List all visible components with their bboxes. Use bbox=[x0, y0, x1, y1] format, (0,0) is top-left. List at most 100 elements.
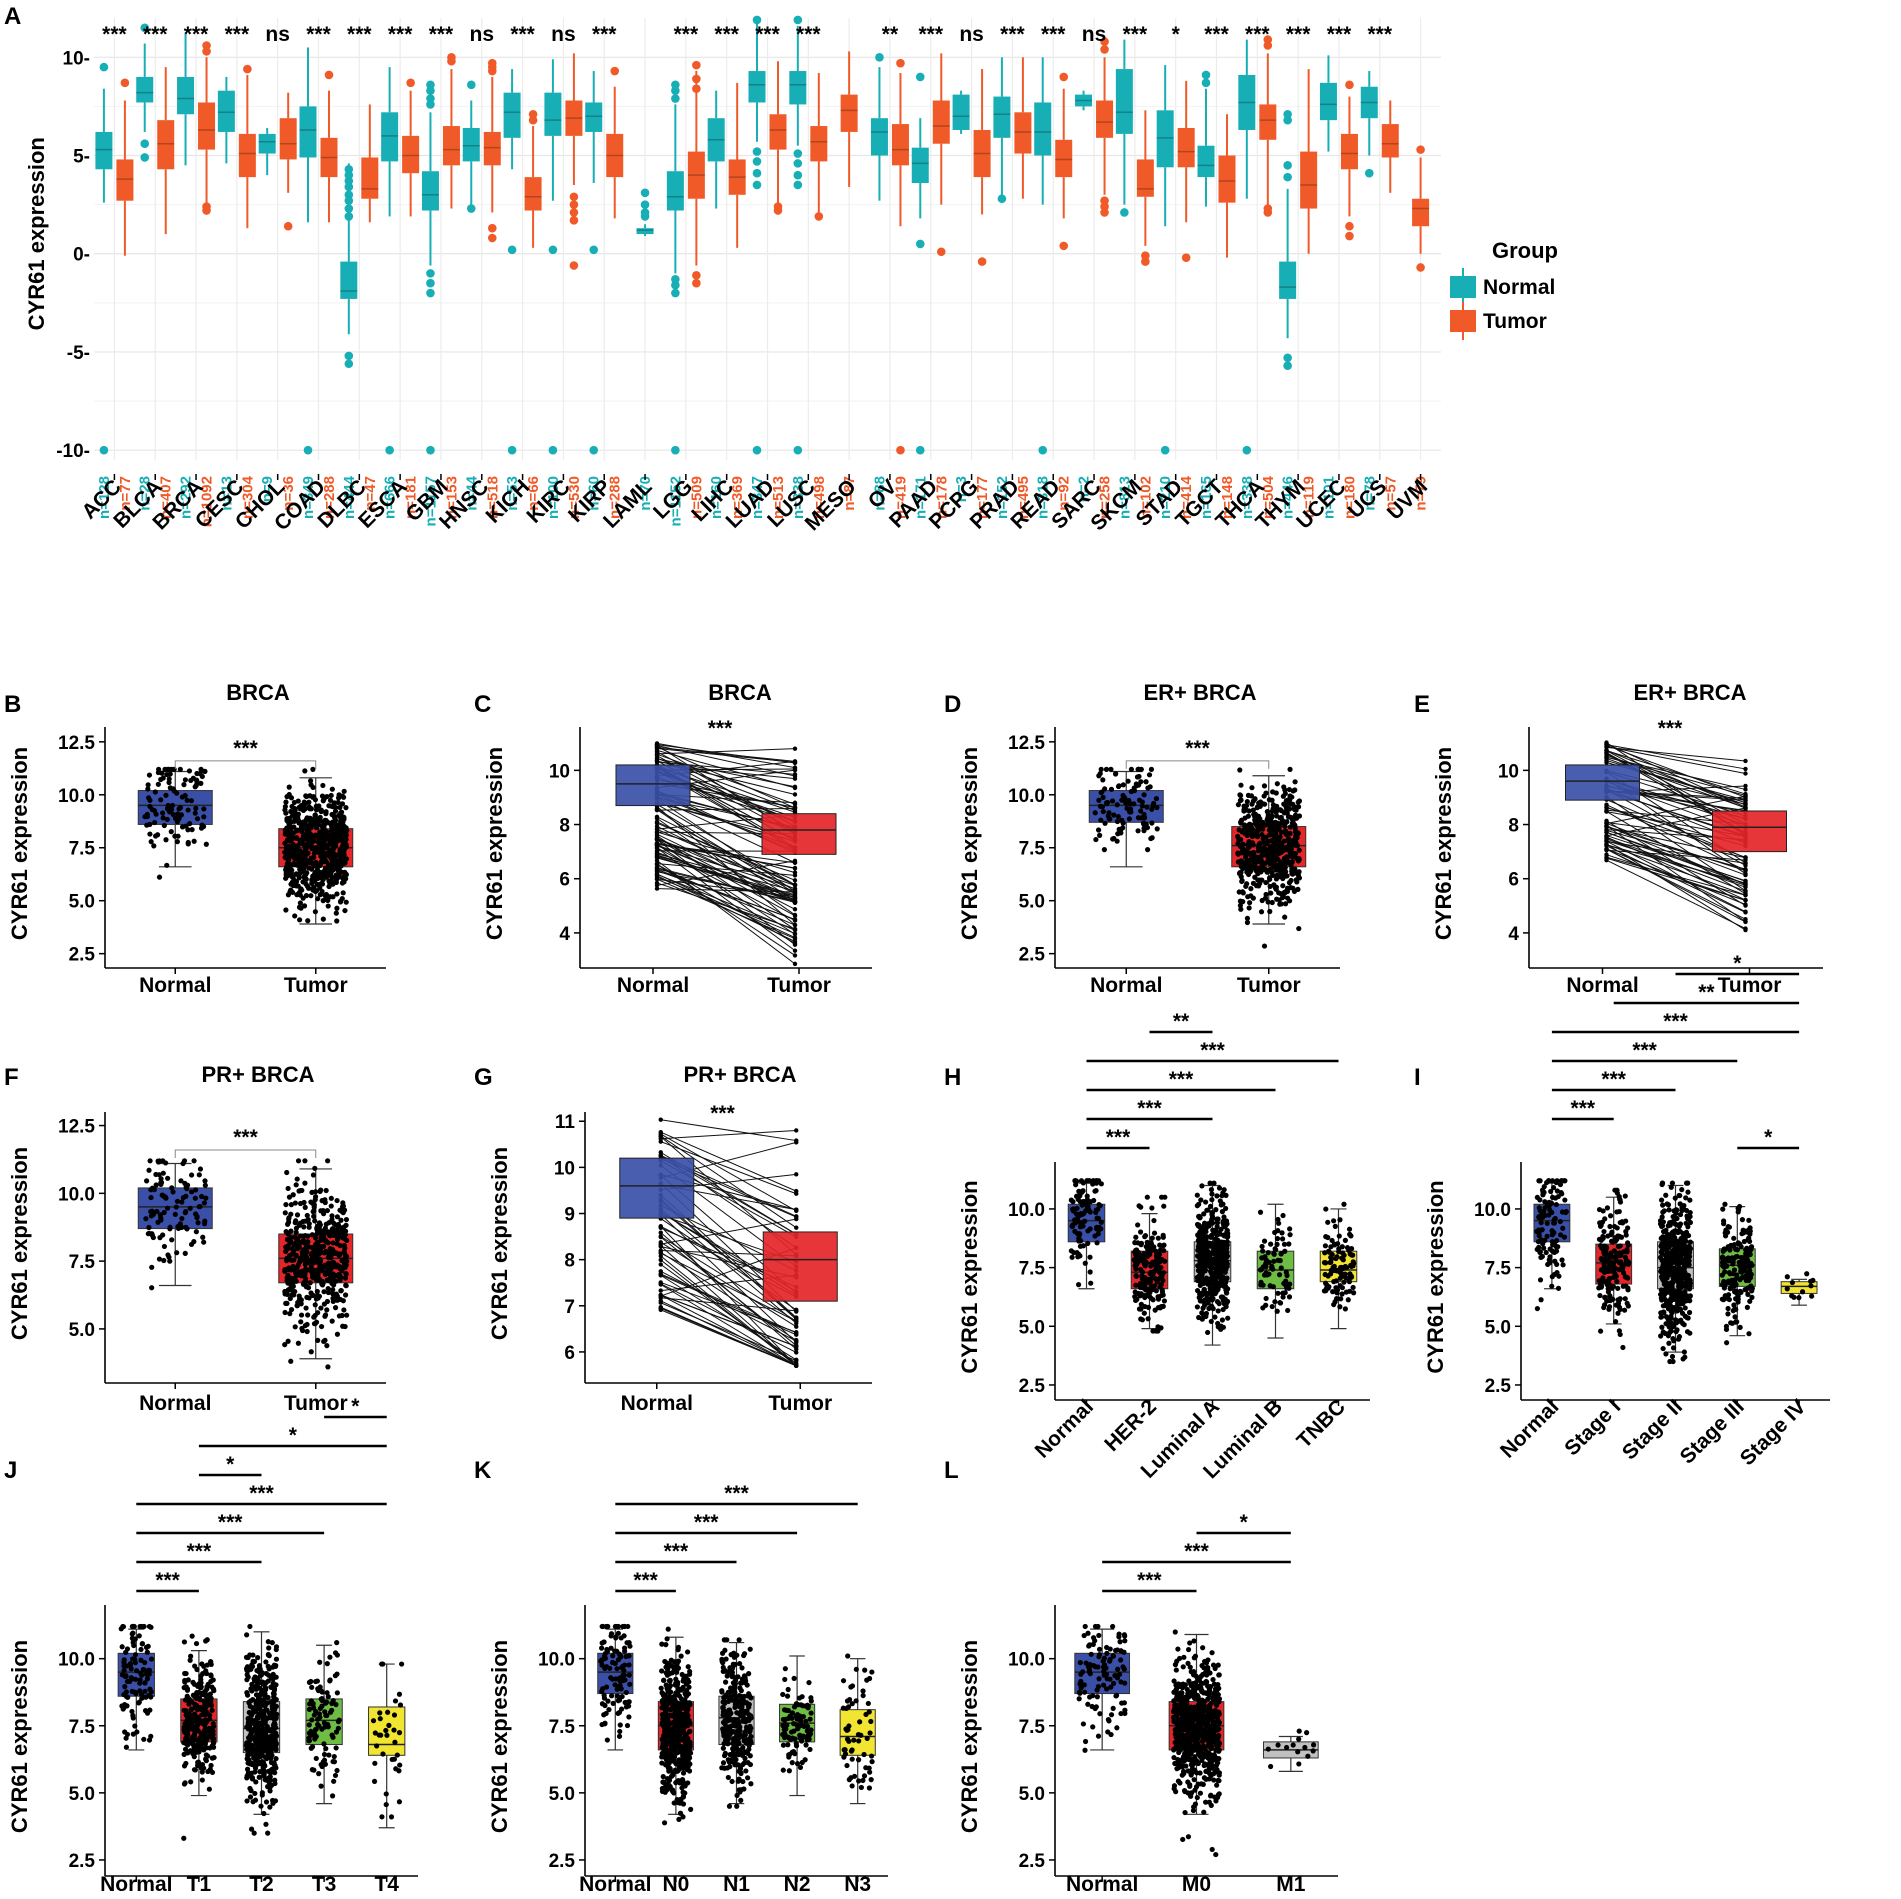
data-point bbox=[1554, 1269, 1560, 1276]
outlier-point bbox=[1100, 45, 1109, 54]
data-point bbox=[344, 1237, 350, 1244]
data-point bbox=[1213, 1237, 1219, 1243]
data-point bbox=[1270, 832, 1276, 838]
pair-line bbox=[656, 833, 796, 902]
data-point bbox=[1541, 1245, 1547, 1251]
pair-point bbox=[1604, 846, 1609, 852]
pair-point bbox=[794, 1308, 799, 1314]
data-point bbox=[343, 1216, 350, 1223]
data-point bbox=[1145, 1316, 1151, 1322]
panel-title: PR+ BRCA bbox=[201, 1062, 314, 1087]
comparison-label: *** bbox=[1106, 1126, 1131, 1149]
data-point bbox=[1329, 1237, 1335, 1244]
data-point bbox=[325, 867, 331, 874]
data-point bbox=[1546, 1203, 1552, 1209]
data-point bbox=[1614, 1225, 1620, 1231]
data-point bbox=[1617, 1243, 1623, 1249]
data-point bbox=[288, 1358, 294, 1364]
data-point bbox=[1200, 1305, 1206, 1311]
legend-title: Group bbox=[1492, 238, 1558, 263]
data-point bbox=[188, 798, 195, 804]
data-point bbox=[1534, 1305, 1540, 1312]
box-tumor-THCA bbox=[1259, 35, 1277, 217]
count-label-tumor: n=119 bbox=[1301, 476, 1318, 518]
pair-line bbox=[656, 843, 796, 864]
box-tumor-MESO bbox=[840, 51, 858, 187]
data-point bbox=[1138, 1306, 1144, 1312]
data-point bbox=[1246, 869, 1252, 875]
panel-title: ER+ BRCA bbox=[1633, 680, 1746, 705]
data-point bbox=[320, 826, 326, 832]
box-normal-LUSC bbox=[789, 15, 807, 455]
data-point bbox=[315, 896, 321, 902]
data-point bbox=[1332, 1223, 1338, 1229]
data-point bbox=[323, 891, 329, 898]
data-point bbox=[302, 1158, 308, 1164]
data-point bbox=[328, 1203, 334, 1209]
box-tumor-LUSC bbox=[810, 73, 828, 221]
data-point bbox=[284, 1244, 290, 1250]
box bbox=[769, 114, 787, 150]
data-point bbox=[153, 1182, 159, 1188]
data-point bbox=[1093, 1188, 1099, 1194]
x-tick-label: Tumor bbox=[768, 1392, 832, 1415]
data-point bbox=[295, 811, 302, 817]
count-label-normal: n=210 bbox=[1157, 476, 1174, 519]
data-point bbox=[322, 858, 328, 865]
box bbox=[1075, 94, 1093, 107]
data-point bbox=[321, 797, 327, 803]
count-label-tumor: n=495 bbox=[1015, 476, 1032, 519]
box bbox=[238, 133, 256, 178]
pair-line bbox=[656, 845, 796, 903]
data-point bbox=[1284, 837, 1290, 844]
pair-point bbox=[658, 1262, 663, 1267]
data-point bbox=[317, 1222, 323, 1228]
x-tick-label: Stage IV bbox=[1736, 1395, 1811, 1470]
data-point bbox=[335, 866, 341, 872]
data-point bbox=[1074, 1230, 1081, 1237]
pair-point bbox=[658, 1224, 663, 1229]
data-point bbox=[1256, 819, 1262, 825]
data-point bbox=[1278, 1251, 1284, 1257]
data-point bbox=[1258, 860, 1265, 866]
outlier-point bbox=[997, 194, 1007, 204]
pair-point bbox=[792, 760, 798, 766]
data-point bbox=[1147, 784, 1153, 790]
data-point bbox=[1268, 890, 1274, 896]
data-point bbox=[288, 1228, 294, 1234]
data-point bbox=[1289, 866, 1295, 872]
pair-line bbox=[660, 1307, 797, 1367]
data-point bbox=[144, 1178, 150, 1184]
y-tick-label: 2.5 bbox=[69, 945, 96, 966]
outlier-point bbox=[896, 58, 905, 68]
data-point bbox=[1295, 804, 1302, 810]
data-point bbox=[325, 1240, 331, 1246]
data-point bbox=[189, 1189, 195, 1195]
data-point bbox=[1537, 1277, 1544, 1283]
outlier-point bbox=[671, 80, 680, 90]
pair-point bbox=[794, 1172, 799, 1177]
data-point bbox=[1269, 1265, 1275, 1271]
box bbox=[177, 76, 195, 115]
pair-line bbox=[656, 853, 796, 892]
data-point bbox=[1685, 1189, 1691, 1195]
data-point bbox=[1322, 1243, 1329, 1249]
box bbox=[911, 147, 929, 184]
data-point bbox=[1623, 1232, 1629, 1238]
box bbox=[1115, 69, 1133, 134]
box bbox=[544, 92, 562, 136]
box bbox=[1096, 100, 1114, 138]
data-point bbox=[1137, 1280, 1144, 1287]
data-point bbox=[1275, 862, 1281, 868]
data-point bbox=[174, 1198, 181, 1204]
data-point bbox=[301, 833, 307, 840]
box-tumor-READ bbox=[1055, 72, 1073, 251]
data-point bbox=[312, 1165, 318, 1171]
data-point bbox=[1151, 1230, 1158, 1236]
box-Normal bbox=[619, 1157, 695, 1219]
data-point bbox=[1134, 1262, 1140, 1268]
